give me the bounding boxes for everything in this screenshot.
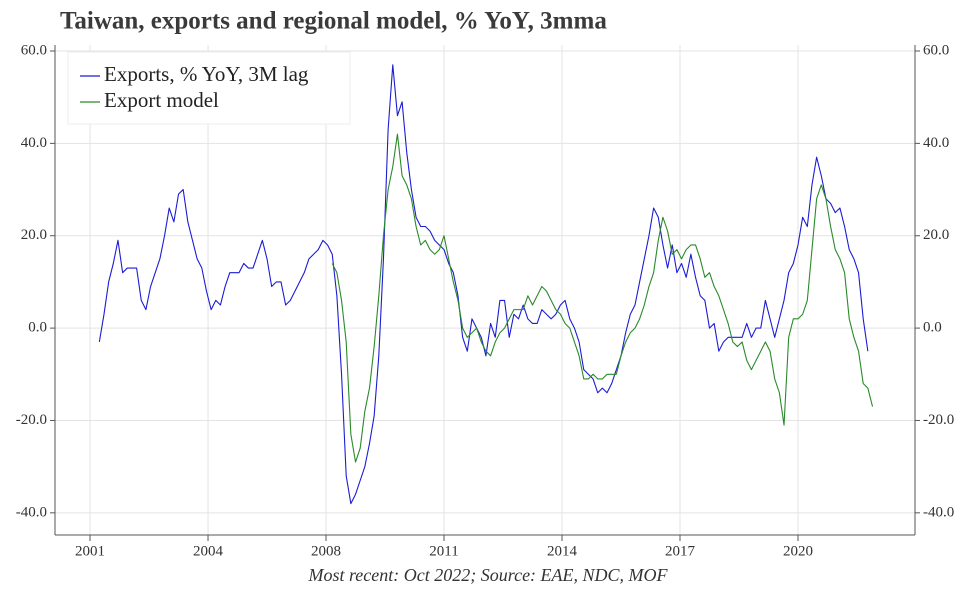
y2-tick-label: 20.0 (923, 227, 949, 243)
y-tick-label: 20.0 (21, 227, 47, 243)
chart-title: Taiwan, exports and regional model, % Yo… (60, 8, 607, 35)
y2-tick-label: 40.0 (923, 135, 949, 151)
y2-tick-label: 60.0 (923, 42, 949, 58)
series-line (98, 64, 869, 505)
y-tick-label: -20.0 (16, 412, 47, 428)
x-tick-label: 2017 (665, 543, 696, 559)
y-tick-label: 40.0 (21, 135, 47, 151)
legend-label: Exports, % YoY, 3M lag (104, 62, 309, 86)
x-tick-label: 2004 (193, 543, 224, 559)
series-line (331, 133, 874, 463)
y2-tick-label: -40.0 (923, 504, 954, 520)
y2-tick-label: 0.0 (923, 320, 942, 336)
legend-box (67, 51, 351, 125)
y-tick-label: -40.0 (16, 504, 47, 520)
x-tick-label: 2020 (783, 543, 813, 559)
legend-label: Export model (104, 88, 219, 112)
y2-tick-label: -20.0 (923, 412, 954, 428)
axes: -40.0 -20.0 0.0 20.0 40.0 60.0 -40.0 -20.0 0.0 20… (16, 42, 955, 559)
x-tick-label: 2014 (547, 543, 578, 559)
y-tick-label: 0.0 (28, 320, 47, 336)
grid (55, 45, 915, 535)
x-tick-label: 2011 (429, 543, 458, 559)
x-tick-label: 2008 (311, 543, 341, 559)
y-tick-label: 60.0 (21, 42, 47, 58)
x-tick-label: 2001 (75, 543, 105, 559)
plot-lines (98, 64, 874, 505)
caption: Most recent: Oct 2022; Source: EAE, NDC,… (307, 565, 668, 585)
